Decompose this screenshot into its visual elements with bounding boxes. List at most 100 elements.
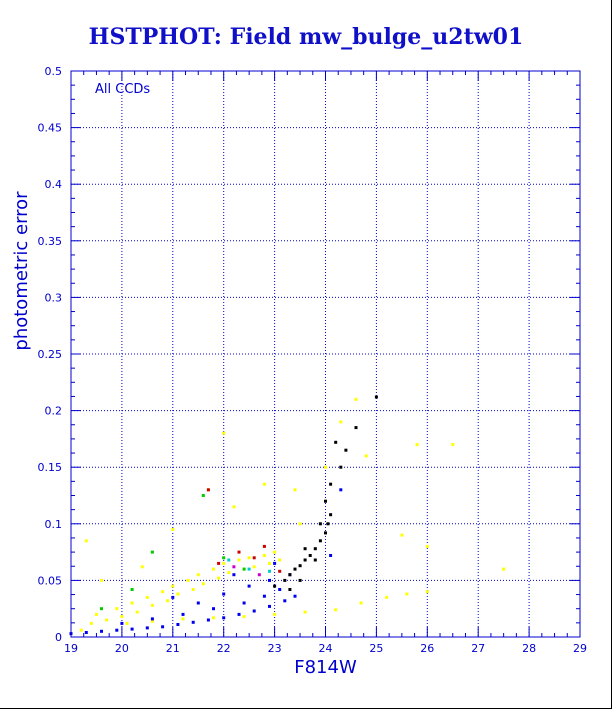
data-point xyxy=(385,595,389,599)
data-point xyxy=(303,558,307,562)
data-point xyxy=(344,448,348,452)
data-point xyxy=(84,631,88,634)
data-point xyxy=(415,443,419,447)
data-point xyxy=(262,594,266,598)
data-point xyxy=(212,616,215,620)
data-point xyxy=(247,584,251,588)
data-point xyxy=(288,588,292,591)
data-point xyxy=(191,588,195,591)
data-point xyxy=(354,426,358,430)
data-point xyxy=(237,558,241,562)
x-tick-label: 22 xyxy=(217,642,231,655)
data-point xyxy=(130,627,134,631)
data-point xyxy=(283,599,287,603)
plot-border xyxy=(70,70,581,638)
data-point xyxy=(268,561,271,565)
y-axis-label: photometric error xyxy=(11,191,32,351)
data-point xyxy=(95,612,98,616)
x-tick-label: 24 xyxy=(319,642,333,655)
data-point xyxy=(145,626,149,630)
data-point xyxy=(120,621,124,625)
y-tick-label: 0.4 xyxy=(45,178,63,191)
data-point xyxy=(324,531,327,535)
data-point xyxy=(176,623,180,626)
data-point xyxy=(273,561,277,565)
data-point xyxy=(222,431,226,435)
data-point xyxy=(191,620,195,624)
data-point xyxy=(150,603,154,607)
data-point xyxy=(181,617,185,621)
y-tick-label: 0.5 xyxy=(45,65,63,78)
data-point xyxy=(405,592,409,596)
y-tick-label: 0 xyxy=(55,631,62,644)
data-point xyxy=(217,561,221,565)
data-point xyxy=(161,625,165,629)
data-point xyxy=(293,488,297,492)
data-point xyxy=(329,554,333,557)
data-point xyxy=(273,584,277,588)
data-point xyxy=(217,576,221,580)
data-point xyxy=(222,561,226,565)
data-point xyxy=(237,612,241,616)
data-point xyxy=(130,601,134,605)
data-point xyxy=(313,547,317,551)
x-tick-label: 27 xyxy=(471,642,485,655)
data-point xyxy=(425,590,429,594)
chart-title: HSTPHOT: Field mw_bulge_u2tw01 xyxy=(88,24,524,50)
data-point xyxy=(227,571,231,574)
data-point xyxy=(166,599,170,603)
data-point xyxy=(308,554,312,557)
data-point xyxy=(150,550,154,554)
data-point xyxy=(242,601,246,605)
data-point xyxy=(201,494,205,497)
data-point xyxy=(100,629,103,633)
data-point xyxy=(247,556,251,560)
data-point xyxy=(298,564,302,568)
data-point xyxy=(145,595,149,599)
data-point xyxy=(115,628,119,632)
data-point xyxy=(171,595,175,599)
data-point xyxy=(196,601,200,605)
data-point xyxy=(247,567,251,571)
data-point xyxy=(171,584,175,588)
x-tick-label: 29 xyxy=(573,642,587,655)
data-point xyxy=(303,547,307,551)
data-point xyxy=(278,558,282,562)
data-point xyxy=(339,465,343,469)
data-point xyxy=(303,610,307,614)
data-point xyxy=(268,569,271,573)
data-point xyxy=(334,440,338,444)
data-point xyxy=(339,488,343,492)
y-tick-label: 0.35 xyxy=(38,235,63,248)
data-point xyxy=(252,609,256,613)
x-tick-label: 20 xyxy=(115,642,129,655)
data-point xyxy=(334,608,338,612)
data-point xyxy=(232,565,236,569)
y-tick-label: 0.05 xyxy=(38,574,63,587)
data-point xyxy=(318,522,322,526)
data-point xyxy=(206,618,210,622)
data-point xyxy=(222,556,226,560)
data-point xyxy=(206,488,210,492)
data-point xyxy=(293,567,297,571)
data-point xyxy=(115,607,119,611)
data-point xyxy=(324,499,327,503)
data-point xyxy=(400,533,404,537)
x-tick-label: 28 xyxy=(522,642,536,655)
data-point xyxy=(268,578,271,582)
x-tick-label: 26 xyxy=(420,642,434,655)
data-point xyxy=(278,588,282,591)
x-tick-label: 19 xyxy=(64,642,78,655)
data-point xyxy=(100,578,103,582)
y-tick-label: 0.3 xyxy=(45,291,63,304)
data-point xyxy=(100,607,103,611)
data-point xyxy=(84,539,88,543)
data-point xyxy=(451,443,455,447)
data-point xyxy=(273,550,277,554)
data-point xyxy=(181,612,185,616)
y-tick-label: 0.2 xyxy=(45,405,63,418)
data-point xyxy=(120,615,124,619)
x-tick-label: 23 xyxy=(268,642,282,655)
data-point xyxy=(150,617,154,621)
